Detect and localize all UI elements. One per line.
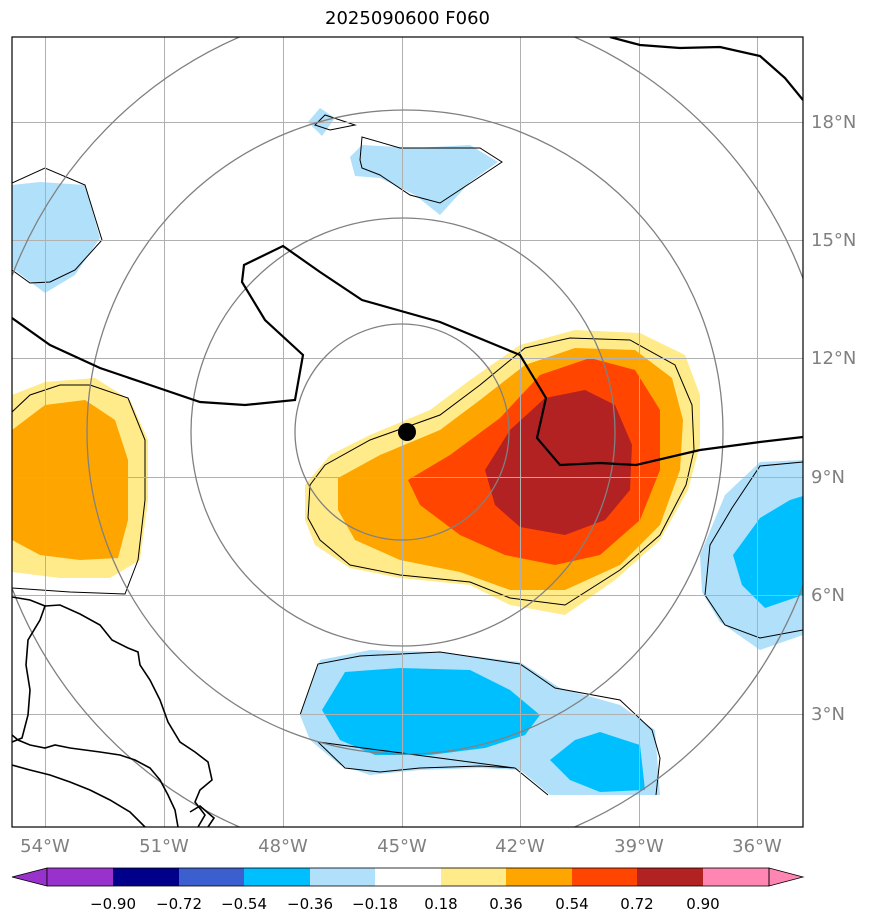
contour-north <box>359 136 503 204</box>
coastline-south-america <box>12 596 47 743</box>
lon-label-51w: 51°W <box>139 836 189 857</box>
range-ring-2 <box>190 217 616 647</box>
colorbar-bin-7 <box>441 868 506 886</box>
colorbar-label: −0.18 <box>352 895 398 913</box>
negative-anomaly-east-core <box>733 496 803 608</box>
colorbar-label: −0.36 <box>287 895 333 913</box>
colorbar-bin-11 <box>703 868 769 886</box>
negative-anomaly-southeast-core <box>550 732 645 792</box>
colorbar-bin-5 <box>310 868 375 886</box>
lat-label-9n: 9°N <box>811 467 845 488</box>
negative-anomaly-south-core <box>322 668 540 755</box>
lon-label-54w: 54°W <box>20 836 70 857</box>
colorbar-extend-high <box>768 867 805 887</box>
colorbar-label: −0.90 <box>90 895 136 913</box>
colorbar-label: 0.72 <box>620 895 653 913</box>
negative-anomaly-northwest <box>12 182 100 293</box>
colorbar-bin-6 <box>375 868 441 886</box>
colorbar-label: 0.90 <box>686 895 719 913</box>
anomaly-fills <box>12 108 803 795</box>
reference-contours <box>12 37 803 467</box>
colorbar-bin-10 <box>637 868 703 886</box>
colorbar-labels: −0.90 −0.72 −0.54 −0.36 −0.18 0.18 0.36 … <box>90 895 720 913</box>
lat-label-12n: 12°N <box>811 348 856 369</box>
colorbar-bin-3 <box>179 868 244 886</box>
colorbar-bin-1 <box>47 868 113 886</box>
colorbar-label: 0.54 <box>555 895 588 913</box>
positive-anomaly-west-core <box>12 400 128 560</box>
map-title: 2025090600 F060 <box>325 8 490 29</box>
lat-label-3n: 3°N <box>811 704 845 725</box>
contour-northwest <box>12 167 103 284</box>
colorbar-bin-9 <box>572 868 637 886</box>
coastline-marajo <box>189 805 216 827</box>
reference-contour-main <box>12 244 803 467</box>
colorbar-extend-low <box>11 867 48 887</box>
contour-central <box>307 337 695 606</box>
contour-west <box>12 384 146 595</box>
contour-east <box>704 461 803 639</box>
longitude-labels: 54°W 51°W 48°W 45°W 42°W 39°W 36°W <box>20 836 782 857</box>
colorbar <box>11 867 805 887</box>
lat-label-18n: 18°N <box>811 112 856 133</box>
colorbar-label: 0.18 <box>424 895 457 913</box>
colorbar-bin-2 <box>113 868 179 886</box>
storm-center-marker <box>398 423 416 441</box>
map-gridlines <box>12 37 803 827</box>
colorbar-label: 0.36 <box>489 895 522 913</box>
colorbar-bin-8 <box>506 868 572 886</box>
colorbar-frame <box>46 867 770 887</box>
coastline-delta <box>12 734 179 827</box>
range-rings <box>12 37 803 827</box>
lat-label-6n: 6°N <box>811 585 845 606</box>
colorbar-label: −0.54 <box>221 895 267 913</box>
reference-contour-ne <box>609 37 803 101</box>
contour-north-small <box>314 114 357 131</box>
lat-label-15n: 15°N <box>811 230 856 251</box>
coastline <box>12 596 216 827</box>
coastline-amapa <box>44 604 213 827</box>
coastline-island <box>12 764 146 827</box>
range-ring-3 <box>86 109 724 755</box>
colorbar-bin-4 <box>244 868 310 886</box>
map-frame <box>11 36 804 828</box>
lon-label-39w: 39°W <box>614 836 664 857</box>
lon-label-45w: 45°W <box>377 836 427 857</box>
lon-label-42w: 42°W <box>495 836 545 857</box>
range-ring-1 <box>294 323 510 541</box>
colorbar-label: −0.72 <box>156 895 202 913</box>
lon-label-36w: 36°W <box>732 836 782 857</box>
negative-anomaly-north <box>350 145 498 215</box>
lon-label-48w: 48°W <box>258 836 308 857</box>
map-plot-area <box>12 37 803 827</box>
latitude-labels: 18°N 15°N 12°N 9°N 6°N 3°N <box>811 112 856 725</box>
